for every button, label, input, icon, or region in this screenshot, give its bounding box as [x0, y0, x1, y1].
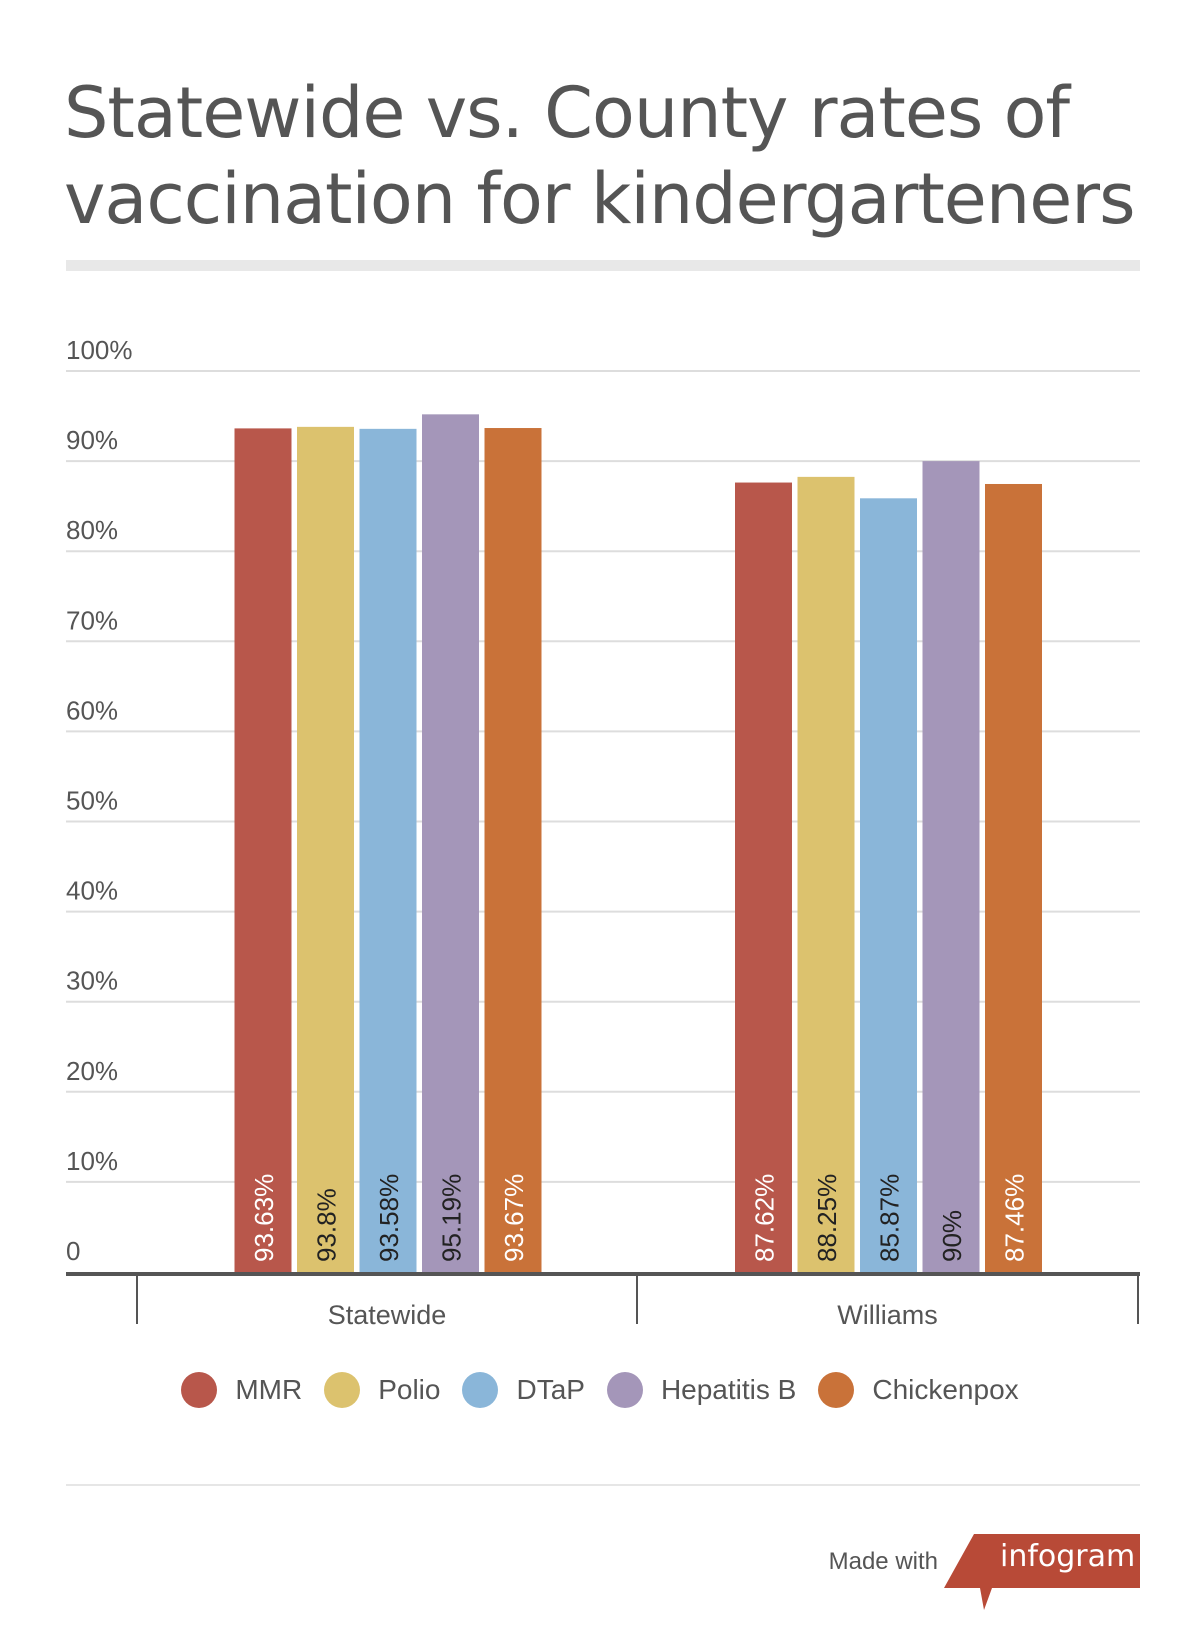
bar: [860, 498, 917, 1272]
legend-item: DTaP: [462, 1372, 585, 1408]
bar: [797, 476, 855, 1272]
y-tick-label: 90%: [66, 425, 118, 455]
bar: [359, 428, 417, 1272]
footer-divider: [66, 1484, 1140, 1486]
infogram-brand-label[interactable]: infogram: [1000, 1539, 1136, 1574]
data-label: 93.8%: [312, 1188, 342, 1262]
y-tick-label: 40%: [66, 876, 118, 906]
y-tick-label: 0: [66, 1236, 80, 1266]
legend-label: MMR: [235, 1374, 303, 1405]
y-tick-label: 70%: [66, 605, 118, 635]
legend-item: MMR: [181, 1372, 302, 1408]
bar: [234, 428, 292, 1273]
legend-label: Polio: [378, 1374, 441, 1405]
bar-chart: 0 10% 20% 30% 40% 50% 60% 70% 80% 90% 100% 93.63% 93…: [66, 335, 1140, 1330]
bar: [985, 483, 1042, 1272]
data-label: 85.87%: [875, 1174, 905, 1262]
legend-item: Polio: [324, 1372, 440, 1408]
infogram-badge-icon[interactable]: [944, 1534, 1144, 1624]
bar: [735, 482, 792, 1272]
chart-title: Statewide vs. County rates of vaccinatio…: [64, 72, 1136, 240]
legend-swatch: [462, 1372, 499, 1408]
legend-label: Hepatitis B: [660, 1374, 797, 1405]
x-tick-label: Williams: [837, 1300, 938, 1330]
y-tick-label: 80%: [66, 515, 118, 545]
legend-item: Chickenpox: [818, 1372, 1019, 1408]
y-tick-label: 100%: [66, 335, 133, 365]
y-tick-label: 50%: [66, 786, 118, 816]
data-label: 93.63%: [249, 1174, 279, 1262]
data-label: 93.58%: [374, 1174, 404, 1262]
y-tick-label: 60%: [66, 695, 118, 725]
title-divider: [66, 260, 1140, 271]
legend-swatch: [324, 1372, 361, 1408]
made-with-text: Made with: [828, 1548, 938, 1575]
legend-swatch: [606, 1372, 643, 1408]
y-tick-label: 20%: [66, 1056, 118, 1086]
data-label: 87.62%: [750, 1174, 780, 1262]
data-label: 88.25%: [812, 1174, 842, 1262]
legend-label: DTaP: [516, 1374, 585, 1405]
legend-swatch: [818, 1372, 855, 1408]
bar: [484, 428, 542, 1272]
legend: MMR Polio DTaP Hepatitis B Chickenpox: [0, 1372, 1200, 1408]
legend-swatch: [181, 1372, 218, 1408]
y-tick-label: 30%: [66, 966, 118, 996]
y-tick-label: 10%: [66, 1146, 118, 1176]
legend-label: Chickenpox: [872, 1374, 1019, 1405]
legend-item: Hepatitis B: [606, 1372, 797, 1408]
data-label: 87.46%: [1000, 1174, 1030, 1262]
bar: [922, 461, 980, 1273]
data-label: 93.67%: [499, 1174, 529, 1262]
data-label: 90%: [937, 1210, 967, 1262]
bar: [297, 426, 354, 1272]
data-label: 95.19%: [437, 1174, 467, 1262]
x-tick-label: Statewide: [328, 1300, 447, 1330]
bar: [422, 414, 479, 1272]
